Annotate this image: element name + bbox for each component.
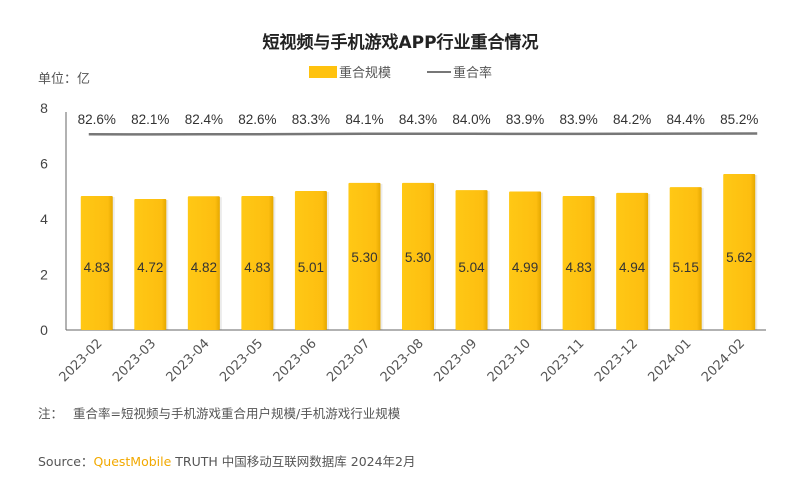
x-tick-label: 2023-03	[110, 336, 159, 385]
x-tick-label: 2023-10	[485, 336, 534, 385]
y-tick-label: 4	[40, 211, 48, 227]
source-label: Source：	[38, 454, 94, 469]
rate-label: 84.3%	[399, 112, 437, 127]
bar-value-label: 5.30	[351, 250, 377, 265]
rate-label: 82.1%	[131, 112, 169, 127]
x-tick-label: 2023-06	[271, 336, 320, 385]
footnote: 注： 重合率=短视频与手机游戏重合用户规模/手机游戏行业规模	[38, 403, 400, 422]
chart-title: 短视频与手机游戏APP行业重合情况	[262, 33, 539, 53]
note-label: 注：	[38, 406, 64, 421]
data-labels: 4.83 82.6% 4.72 82.1% 4.82 82.4% 4.83 82.6% 5.01…	[78, 112, 759, 275]
source-brand: QuestMobile	[93, 454, 172, 469]
bar-value-label: 4.99	[512, 260, 538, 275]
bar	[616, 192, 649, 330]
legend-line-label: 重合率	[453, 66, 493, 81]
x-tick-label: 2024-01	[645, 336, 694, 385]
rate-label: 83.3%	[292, 112, 330, 127]
x-tick-label: 2023-05	[217, 336, 266, 385]
x-tick-label: 2023-11	[538, 336, 587, 385]
bar	[187, 196, 220, 330]
y-tick-label: 8	[40, 100, 48, 116]
x-tick-label: 2023-12	[592, 336, 641, 385]
rate-label: 84.1%	[345, 112, 383, 127]
bar	[669, 187, 702, 330]
x-tick-label: 2023-08	[378, 336, 427, 385]
y-tick-label: 0	[40, 322, 48, 338]
bar-value-label: 4.94	[619, 260, 646, 275]
legend-item-line: 重合率	[427, 62, 492, 81]
bar	[402, 182, 434, 330]
bar	[348, 182, 381, 330]
bar	[134, 199, 167, 330]
bar-value-label: 4.82	[191, 260, 217, 275]
legend-item-bar: 重合规模	[308, 62, 391, 81]
x-tick-label: 2023-07	[324, 336, 373, 385]
rate-label: 84.2%	[613, 112, 651, 127]
bar-value-label: 4.83	[244, 260, 270, 275]
bar-value-label: 5.15	[673, 260, 699, 275]
bar	[562, 195, 595, 330]
source-text: TRUTH 中国移动互联网数据库 2024年2月	[171, 454, 416, 469]
rate-label: 82.6%	[238, 112, 276, 127]
bar-swatch-icon	[308, 65, 337, 78]
rate-label: 85.2%	[720, 112, 758, 127]
bar	[294, 190, 327, 330]
bar-value-label: 5.30	[405, 250, 431, 265]
legend: 重合规模 重合率	[0, 62, 801, 81]
x-tick-label: 2023-09	[431, 336, 480, 385]
x-tick-label: 2023-04	[164, 336, 213, 385]
bar-value-label: 5.62	[726, 250, 752, 265]
bar-value-label: 4.72	[137, 260, 163, 275]
bar-value-label: 5.04	[458, 260, 485, 275]
bar-value-label: 5.01	[298, 260, 324, 275]
note-text: 重合率=短视频与手机游戏重合用户规模/手机游戏行业规模	[73, 406, 401, 421]
bar	[723, 174, 756, 330]
legend-bar-label: 重合规模	[338, 66, 391, 81]
bar	[80, 195, 113, 330]
line-swatch-icon	[427, 70, 451, 73]
rate-label: 84.0%	[452, 112, 490, 127]
source: Source：QuestMobile TRUTH 中国移动互联网数据库 2024…	[38, 451, 416, 470]
rate-label: 82.4%	[185, 112, 223, 127]
bars	[80, 174, 758, 330]
y-tick-label: 6	[40, 156, 48, 172]
x-tick-label: 2023-02	[57, 336, 106, 385]
rate-label: 83.9%	[506, 112, 544, 127]
rate-label: 84.4%	[667, 112, 705, 127]
rate-label: 82.6%	[78, 112, 116, 127]
bar	[509, 191, 542, 330]
y-tick-label: 2	[40, 267, 48, 283]
bar-value-label: 4.83	[84, 260, 110, 275]
unit-label: 单位：亿	[38, 72, 91, 87]
bar	[455, 190, 488, 330]
bar-value-label: 4.83	[565, 260, 591, 275]
bar	[241, 195, 274, 330]
rate-line	[88, 132, 758, 136]
rate-polyline	[88, 132, 758, 136]
x-tick-label: 2024-02	[699, 336, 748, 385]
rate-label: 83.9%	[559, 112, 597, 127]
